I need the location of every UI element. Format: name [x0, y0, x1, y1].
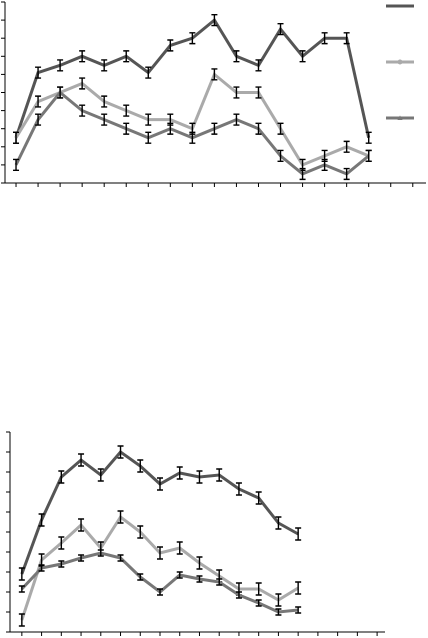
error-bar [211, 68, 218, 81]
error-bar [176, 571, 183, 579]
series-line [14, 71, 370, 167]
error-bar [57, 59, 64, 72]
error-bar [277, 122, 284, 135]
error-bar [97, 468, 104, 482]
error-bar [343, 32, 350, 45]
error-bar [321, 158, 328, 172]
error-bar [365, 131, 372, 144]
error-bar [117, 554, 124, 562]
error-bar [365, 149, 372, 162]
error-bar [97, 549, 104, 557]
error-bar [295, 581, 302, 595]
error-bar [123, 50, 130, 63]
error-bar [137, 459, 144, 473]
error-bar [343, 140, 350, 153]
error-bar [295, 606, 302, 614]
error-bar [233, 113, 240, 126]
error-bar [275, 593, 282, 607]
error-bar [38, 564, 45, 572]
error-bar [176, 466, 183, 480]
error-bar [145, 66, 152, 79]
error-bar [235, 482, 242, 496]
error-bar [79, 77, 86, 90]
error-bar [58, 560, 65, 568]
error-bar [299, 167, 306, 181]
error-bar [189, 131, 196, 144]
error-bar [78, 453, 85, 467]
error-bar [157, 477, 163, 491]
error-bar [157, 588, 163, 596]
error-bar [101, 95, 108, 108]
error-bar [35, 95, 42, 108]
error-bar [18, 567, 25, 581]
error-bar [18, 585, 25, 593]
error-bar [343, 167, 350, 181]
error-bar [216, 578, 223, 586]
error-bar [167, 122, 174, 135]
error-bar [196, 556, 203, 570]
error-bar [123, 104, 130, 117]
error-bar [216, 468, 223, 482]
error-bar [145, 131, 152, 144]
legend-marker [397, 115, 403, 120]
error-bar [235, 591, 242, 599]
error-bar [79, 50, 86, 63]
error-bar [277, 23, 284, 36]
error-bar [157, 546, 163, 560]
error-bar [196, 575, 203, 583]
error-bar [275, 608, 282, 616]
error-bar [117, 510, 124, 524]
error-bar [18, 613, 25, 627]
error-bar [101, 59, 108, 72]
error-bar [321, 32, 328, 45]
error-bar [35, 66, 42, 79]
error-bar [117, 445, 124, 459]
error-bar [58, 536, 65, 550]
error-bar [38, 513, 45, 527]
error-bar [255, 491, 262, 505]
series-line [20, 514, 299, 621]
error-bar [57, 86, 64, 99]
error-bar [299, 50, 306, 63]
error-bar [255, 86, 262, 99]
error-bar [13, 131, 20, 144]
error-bar [275, 516, 282, 530]
error-bar [137, 573, 144, 581]
error-bar [211, 13, 218, 27]
legend-marker [397, 59, 403, 65]
error-bar [123, 122, 130, 135]
error-bar [255, 582, 262, 596]
error-bar [78, 518, 85, 532]
error-bar [277, 149, 284, 162]
error-bar [13, 158, 20, 172]
error-bar [79, 104, 86, 117]
error-bar [145, 113, 152, 126]
error-bar [58, 470, 65, 484]
error-bar [255, 599, 262, 607]
error-bar [211, 122, 218, 135]
error-bar [176, 541, 183, 555]
error-bar [233, 86, 240, 99]
error-bar [101, 113, 108, 126]
error-bar [78, 554, 85, 562]
error-bar [233, 50, 240, 63]
error-bar [255, 122, 262, 135]
error-bar [137, 525, 144, 539]
error-bar [35, 113, 42, 126]
error-bar [196, 470, 203, 484]
error-bar [189, 32, 196, 45]
error-bar [167, 39, 174, 52]
error-bar [295, 527, 302, 541]
error-bar [255, 59, 262, 72]
